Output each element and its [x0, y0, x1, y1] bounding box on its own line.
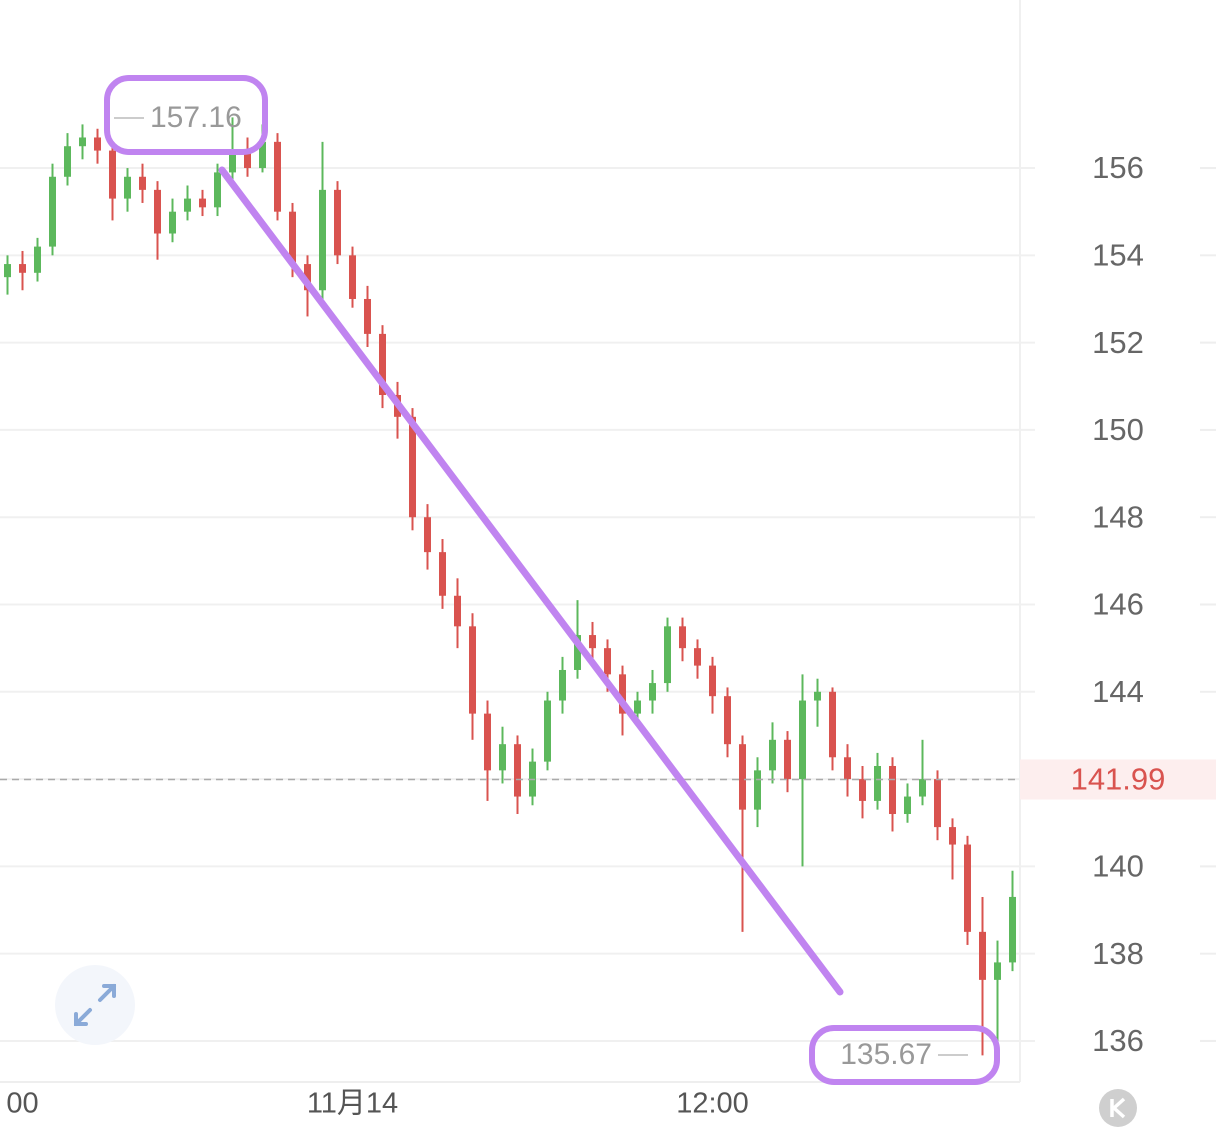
candle-body	[859, 779, 866, 801]
candle-body	[1009, 896, 1016, 963]
candle-body	[184, 198, 191, 212]
x-tick-label: 00	[6, 1088, 38, 1120]
candle-body	[814, 691, 821, 701]
candle-body	[334, 189, 341, 256]
candle-body	[409, 416, 416, 518]
candles	[4, 117, 1016, 1056]
candle-body	[379, 333, 386, 396]
candle-body	[979, 931, 986, 980]
candle-body	[169, 211, 176, 234]
candle-body	[589, 635, 596, 649]
axis-panel	[1020, 0, 1216, 1127]
candle-body	[94, 137, 101, 151]
candle-body	[769, 739, 776, 771]
trend-annotation	[218, 166, 844, 996]
candle-body	[229, 150, 236, 173]
candle-body	[124, 176, 131, 199]
candle-body	[934, 779, 941, 828]
candle-body	[199, 198, 206, 208]
y-tick-label: 136	[1092, 1023, 1144, 1058]
collapse-icon[interactable]	[1110, 1097, 1126, 1119]
candle-body	[109, 150, 116, 199]
candle-body	[694, 648, 701, 666]
candle-body	[499, 744, 506, 771]
y-tick-label: 154	[1092, 238, 1144, 273]
y-tick-label: 140	[1092, 849, 1144, 884]
candle-body	[424, 517, 431, 553]
expand-button[interactable]	[55, 965, 135, 1045]
candle-body	[649, 683, 656, 701]
candle-body	[274, 141, 281, 212]
candle-body	[724, 696, 731, 745]
candle-body	[709, 665, 716, 697]
overlay: 141.99 157.16 135.67	[0, 101, 1216, 1071]
candle-body	[49, 176, 56, 247]
y-tick-label: 146	[1092, 587, 1144, 622]
collapse-button[interactable]	[1099, 1089, 1137, 1127]
candle-body	[919, 779, 926, 797]
max-highlight	[104, 75, 268, 155]
min-highlight	[809, 1025, 1000, 1085]
candle-body	[874, 765, 881, 801]
candle-body	[844, 757, 851, 780]
last-price-label: 141.99	[1071, 762, 1166, 797]
candle-body	[214, 172, 221, 208]
candle-body	[34, 246, 41, 273]
last-price-tag	[1020, 759, 1216, 800]
candle-body	[514, 744, 521, 797]
x-tick-label: 12:00	[676, 1088, 749, 1120]
candle-body	[739, 744, 746, 810]
candle-body	[904, 796, 911, 815]
candle-body	[64, 146, 71, 177]
candle-body	[559, 669, 566, 701]
candle-body	[829, 691, 836, 758]
candle-body	[79, 137, 86, 147]
candle-body	[244, 150, 251, 169]
candle-body	[754, 770, 761, 810]
candle-body	[784, 739, 791, 780]
candle-body	[454, 595, 461, 627]
candle-body	[889, 765, 896, 815]
candle-body	[484, 713, 491, 771]
y-tick-label: 152	[1092, 325, 1144, 360]
candle-body	[304, 264, 311, 291]
candle-body	[154, 189, 161, 234]
candle-body	[19, 264, 26, 273]
candle-body	[619, 674, 626, 714]
candle-body	[4, 264, 11, 278]
candle-body	[679, 626, 686, 649]
candle-body	[949, 827, 956, 845]
candle-body	[994, 962, 1001, 980]
y-tick-label: 148	[1092, 499, 1144, 534]
candle-body	[289, 211, 296, 265]
candle-body	[364, 298, 371, 334]
y-tick-label: 156	[1092, 150, 1144, 185]
candle-body	[664, 626, 671, 684]
candle-body	[574, 635, 581, 670]
candle-body	[139, 176, 146, 190]
min-label: 135.67	[840, 1038, 932, 1071]
expand-bg[interactable]	[55, 965, 135, 1045]
y-tick-label: 138	[1092, 936, 1144, 971]
candle-body	[799, 700, 806, 780]
expand-icon[interactable]	[74, 984, 116, 1026]
candle-body	[544, 700, 551, 762]
candle-body	[439, 552, 446, 596]
candle-body	[469, 626, 476, 714]
x-tick-label: 11月14	[307, 1088, 398, 1120]
y-tick-label: 150	[1092, 412, 1144, 447]
candle-body	[634, 700, 641, 714]
candle-body	[319, 189, 326, 291]
candle-body	[964, 844, 971, 932]
max-label: 157.16	[150, 101, 242, 134]
candle-body	[349, 255, 356, 299]
candle-body	[604, 648, 611, 675]
collapse-bg[interactable]	[1099, 1089, 1137, 1127]
candle-body	[259, 141, 266, 169]
y-tick-label: 144	[1092, 674, 1144, 709]
